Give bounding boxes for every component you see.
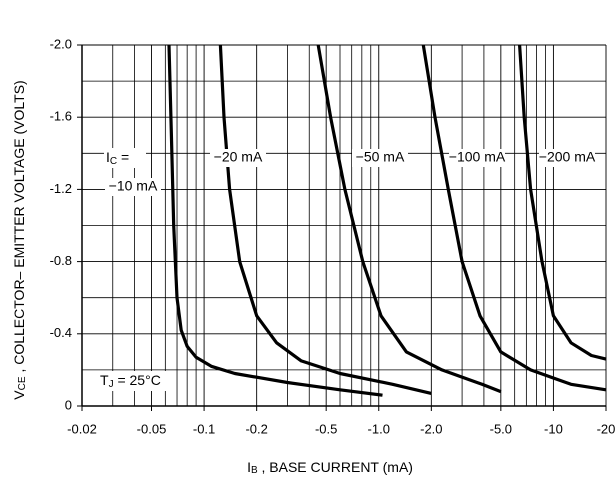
x-tick-label: -2.0 [420,421,442,436]
series-label: −20 mA [214,149,263,165]
annotation-background [104,148,146,168]
label-background [449,149,505,167]
x-tick-label: -5.0 [490,421,512,436]
y-label-rest: , COLLECTOR– EMITTER VOLTAGE (VOLTS) [11,80,27,376]
curve [316,44,502,394]
curve [421,44,607,392]
x-tick-label: -0.2 [245,421,267,436]
label-background [539,149,595,167]
annotation-sub: J [109,379,114,390]
y-tick-label: -0.8 [50,253,72,268]
annotation-background [98,371,176,391]
grid [81,44,607,407]
y-axis-label: VCE , COLLECTOR– EMITTER VOLTAGE (VOLTS) [11,80,28,399]
series-label: −10 mA [109,178,158,194]
x-tick-label: -0.05 [137,421,167,436]
x-tick-label: -10 [544,421,563,436]
y-tick-label: 0 [65,397,72,412]
series-label: −100 mA [449,149,506,165]
y-label-sub: CE [17,376,28,390]
annotation-main: T [100,372,109,388]
y-label-main: V [11,390,27,400]
y-tick-label: -0.4 [50,325,72,340]
x-label-rest: , BASE CURRENT (mA) [258,459,413,475]
x-tick-label: -0.5 [315,421,337,436]
x-label-sub: B [251,465,258,476]
annotation: TJ = 25°C [100,372,161,390]
annotation-rest: = [117,149,129,165]
annotation-sub: C [110,156,117,167]
curve [167,44,383,397]
annotation-main: I [106,149,110,165]
annotation-rest: = 25°C [114,372,161,388]
y-tick-label: -1.2 [50,181,72,196]
curve [518,44,607,361]
x-tick-label: -1.0 [368,421,390,436]
x-tick-label: -20 [597,421,616,436]
y-tick-label: -1.6 [50,109,72,124]
annotation: IC = [106,149,129,167]
x-label-main: I [247,459,251,475]
series-label: −200 mA [539,149,596,165]
y-tick-label: -2.0 [50,36,72,51]
label-background [210,149,266,167]
series-label: −50 mA [356,149,405,165]
x-tick-label: -0.02 [67,421,97,436]
x-tick-label: -0.1 [193,421,215,436]
label-background [352,149,408,167]
x-axis-label: IB , BASE CURRENT (mA) [247,459,413,476]
label-background [105,178,161,196]
